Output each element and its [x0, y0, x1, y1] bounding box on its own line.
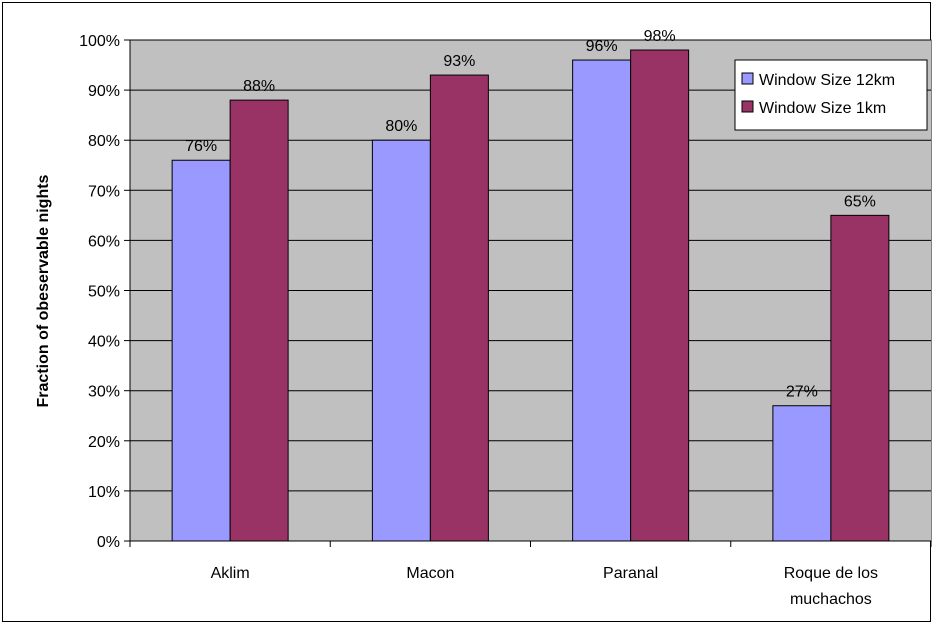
x-tick-label: Paranal — [603, 565, 658, 582]
y-tick-label: 70% — [88, 183, 120, 200]
data-label: 98% — [644, 28, 676, 45]
data-label: 96% — [586, 38, 618, 55]
x-tick-label: Aklim — [211, 565, 250, 582]
data-label: 93% — [443, 53, 475, 70]
y-tick-label: 50% — [88, 284, 120, 301]
bar — [429, 74, 489, 542]
y-tick-label: 100% — [79, 33, 120, 50]
legend-swatch — [741, 72, 754, 85]
bar — [630, 49, 690, 542]
bar — [772, 405, 832, 542]
x-tick-label: Macon — [406, 565, 454, 582]
bar — [830, 214, 890, 542]
data-label: 80% — [385, 118, 417, 135]
data-label: 88% — [243, 78, 275, 95]
y-tick-label: 80% — [88, 133, 120, 150]
data-label: 27% — [786, 384, 818, 401]
legend-label: Window Size 12km — [759, 72, 895, 89]
y-tick-label: 0% — [97, 534, 120, 551]
y-axis-title: Fraction of obeservable nights — [35, 174, 52, 407]
x-axis: Aklim Macon Paranal Roque de los muchachos — [129, 540, 932, 608]
data-label: 76% — [185, 138, 217, 155]
y-tick-label: 90% — [88, 83, 120, 100]
bar — [229, 99, 289, 542]
legend-swatch — [741, 100, 754, 113]
y-axis: 0% 10% 20% 30% 40% 50% 60% 70% 80% 90% 100% — [79, 33, 131, 551]
y-tick-label: 10% — [88, 484, 120, 501]
bars — [171, 49, 890, 542]
x-tick-label: Roque de los — [784, 565, 878, 582]
x-tick-label: muchachos — [790, 591, 872, 608]
bar — [371, 139, 431, 542]
y-tick-label: 20% — [88, 434, 120, 451]
data-label: 65% — [844, 193, 876, 210]
legend-label: Window Size 1km — [759, 100, 886, 117]
bar — [572, 59, 632, 542]
legend: Window Size 12km Window Size 1km — [734, 59, 928, 131]
data-labels: 76% 80% 96% 27% 88% 93% 98% 65% — [185, 28, 876, 401]
legend-box — [734, 59, 928, 131]
bar — [171, 159, 231, 542]
y-tick-label: 40% — [88, 334, 120, 351]
y-tick-label: 30% — [88, 384, 120, 401]
y-tick-label: 60% — [88, 233, 120, 250]
